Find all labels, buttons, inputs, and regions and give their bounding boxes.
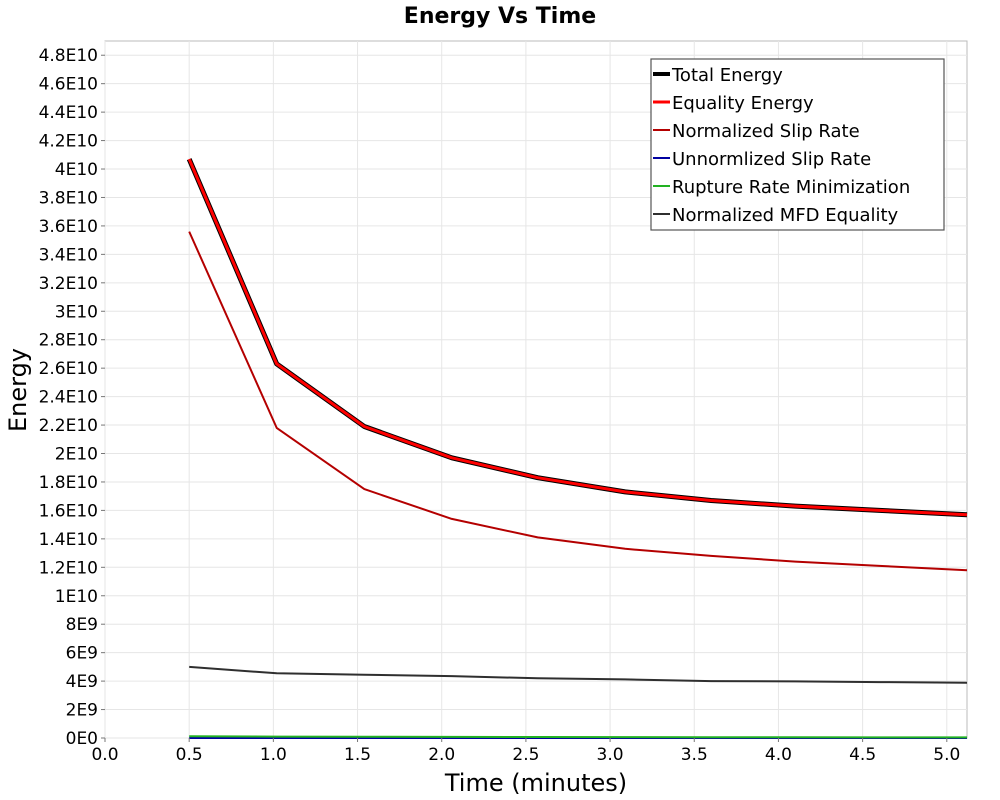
y-tick-label: 4.6E10 <box>39 75 98 95</box>
x-axis-ticks: 0.0 0.5 1.0 1.5 2.0 2.5 3.0 3.5 4.0 4.5 5.0 <box>91 738 960 765</box>
x-tick-label: 4.5 <box>849 745 876 765</box>
series-line-rupture-rate-minimization <box>189 735 967 739</box>
series-lines <box>186 158 968 739</box>
legend-box <box>650 58 945 231</box>
x-tick-label: 2.5 <box>512 745 539 765</box>
y-axis-label: Energy <box>4 348 32 432</box>
x-tick-label: 3.5 <box>681 745 708 765</box>
y-tick-label: 1.6E10 <box>39 501 98 521</box>
y-tick-label: 2E10 <box>55 445 98 465</box>
legend-label-normalized-mfd-equality: Normalized MFD Equality <box>672 205 899 226</box>
y-tick-label: 4.4E10 <box>39 103 98 123</box>
series-line-equality-energy <box>187 158 968 517</box>
y-tick-label: 3.2E10 <box>39 274 98 294</box>
x-tick-label: 2.0 <box>428 745 455 765</box>
series-line-normalized-slip-rate <box>188 231 968 572</box>
y-tick-label: 8E9 <box>66 615 98 635</box>
y-tick-label: 2.4E10 <box>39 388 98 408</box>
y-tick-label: 1.8E10 <box>39 473 98 493</box>
y-axis-ticks: 0E0 2E9 4E9 6E9 8E9 1E10 1.2E10 1.4E10 1.6E10 1.8… <box>39 46 105 749</box>
y-tick-label: 1.4E10 <box>39 530 98 550</box>
x-tick-label: 1.5 <box>344 745 371 765</box>
legend-label-unnormlized-slip-rate: Unnormlized Slip Rate <box>672 149 871 170</box>
y-tick-label: 2E9 <box>66 701 98 721</box>
y-tick-label: 3.8E10 <box>39 188 98 208</box>
x-tick-label: 1.0 <box>260 745 287 765</box>
legend-label-total-energy: Total Energy <box>671 65 783 86</box>
y-tick-label: 0E0 <box>66 729 98 749</box>
y-tick-label: 3.4E10 <box>39 245 98 265</box>
legend: Total Energy Equality Energy Normalized Sl… <box>650 58 945 231</box>
legend-label-equality-energy: Equality Energy <box>672 93 814 114</box>
y-tick-label: 4.8E10 <box>39 46 98 66</box>
y-tick-label: 3.6E10 <box>39 217 98 237</box>
x-tick-label: 5.0 <box>933 745 960 765</box>
y-tick-label: 1.2E10 <box>39 558 98 578</box>
y-tick-label: 4.2E10 <box>39 132 98 152</box>
legend-label-rupture-rate-minimization: Rupture Rate Minimization <box>672 177 910 198</box>
legend-label-normalized-slip-rate: Normalized Slip Rate <box>672 121 860 142</box>
y-tick-label: 4E9 <box>66 672 98 692</box>
series-line-normalized-mfd-equality <box>189 665 968 684</box>
y-tick-label: 4E10 <box>55 160 98 180</box>
y-tick-label: 2.8E10 <box>39 331 98 351</box>
x-tick-label: 4.0 <box>765 745 792 765</box>
y-tick-label: 6E9 <box>66 644 98 664</box>
y-tick-label: 2.2E10 <box>39 416 98 436</box>
y-tick-label: 1E10 <box>55 587 98 607</box>
y-tick-label: 3E10 <box>55 302 98 322</box>
x-tick-label: 0.0 <box>91 745 118 765</box>
x-tick-label: 3.0 <box>597 745 624 765</box>
chart-title: Energy Vs Time <box>404 4 596 29</box>
x-axis-label: Time (minutes) <box>444 769 627 797</box>
gridlines <box>104 41 967 739</box>
x-tick-label: 0.5 <box>176 745 203 765</box>
y-tick-label: 2.6E10 <box>39 359 98 379</box>
